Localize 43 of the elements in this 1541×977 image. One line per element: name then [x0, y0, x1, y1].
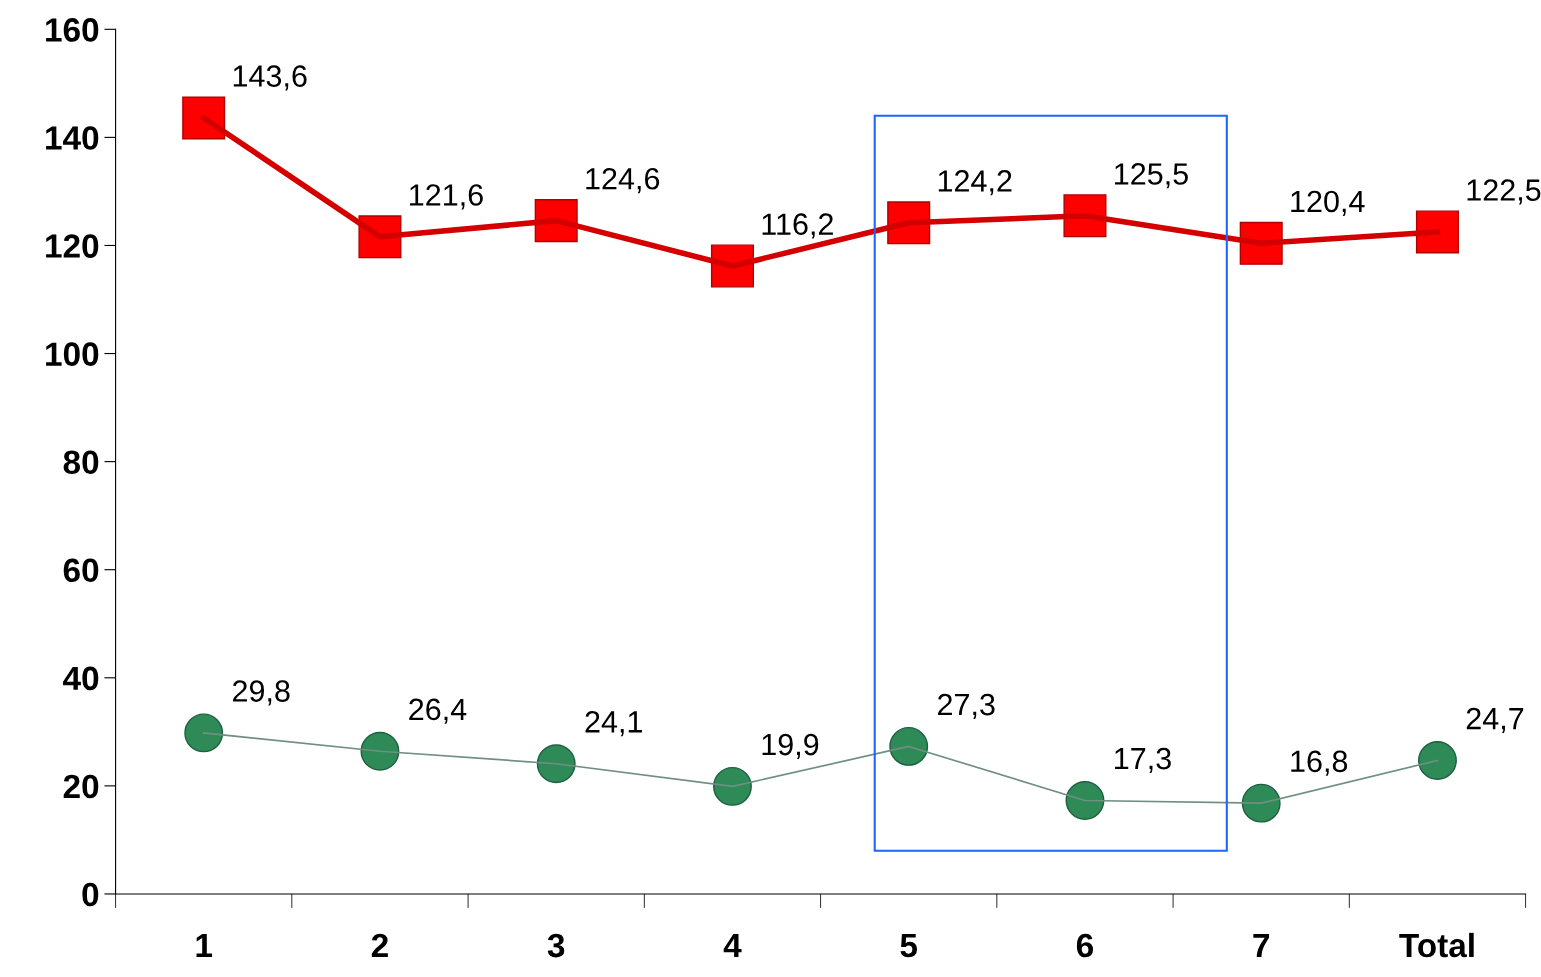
point — [182, 96, 226, 140]
data-label: 122,5 — [1467, 179, 1541, 205]
point — [360, 731, 400, 771]
y-tick-label: 120 — [46, 234, 99, 258]
y-tick-label: 160 — [46, 18, 99, 42]
x-tick-label: 5 — [900, 934, 918, 958]
y-tick-label: 80 — [63, 450, 99, 475]
data-label: 120,4 — [1291, 190, 1365, 216]
data-label: 143,6 — [233, 65, 307, 91]
point — [1415, 210, 1459, 254]
x-tick-label: 2 — [371, 933, 388, 957]
data-label: 24,1 — [585, 711, 642, 737]
point — [1241, 783, 1281, 823]
data-label: 29,8 — [233, 680, 290, 706]
point — [536, 744, 576, 784]
data-label: 19,9 — [762, 733, 819, 759]
y-tick-label: 140 — [46, 126, 99, 150]
data-label: 124,2 — [938, 170, 1012, 196]
data-label: 121,6 — [410, 184, 483, 210]
data-label: 116,2 — [762, 213, 833, 239]
point — [1418, 741, 1457, 780]
point — [184, 713, 224, 753]
data-label: 24,7 — [1466, 707, 1524, 734]
x-tick-label: 6 — [1076, 933, 1094, 958]
x-tick-label: 3 — [547, 933, 565, 958]
y-tick-label: 100 — [46, 342, 99, 366]
data-label: 27,3 — [938, 693, 995, 719]
data-label: 124,6 — [586, 167, 660, 194]
point — [1065, 781, 1105, 820]
x-tick-label: 1 — [196, 934, 213, 957]
y-tick-label: 60 — [63, 558, 99, 583]
data-label: 17,3 — [1115, 747, 1171, 774]
y-tick-label: 20 — [63, 774, 99, 799]
data-label: 16,8 — [1291, 750, 1348, 776]
x-tick-label: Total — [1399, 932, 1474, 958]
point — [713, 766, 752, 806]
y-tick-label: 0 — [82, 882, 99, 907]
data-label: 125,5 — [1115, 163, 1188, 189]
x-tick-label: 4 — [723, 934, 742, 957]
data-label: 26,4 — [409, 698, 467, 724]
y-tick-label: 40 — [63, 666, 99, 691]
x-tick-label: 7 — [1253, 934, 1270, 957]
point — [889, 726, 929, 766]
